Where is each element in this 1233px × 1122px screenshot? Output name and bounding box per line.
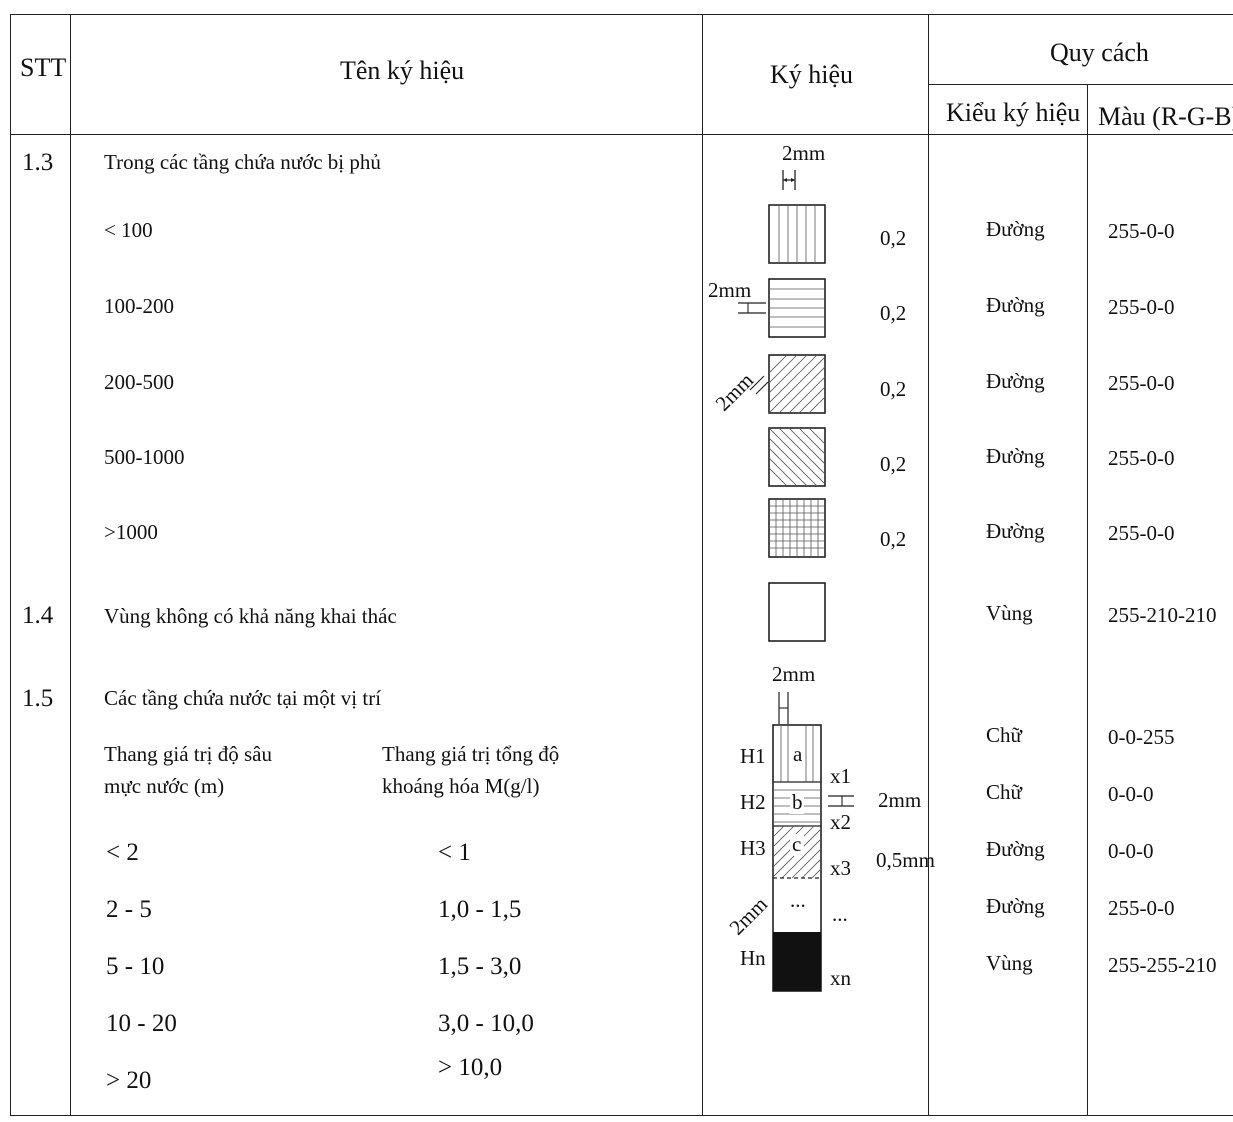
column-cell-c: c bbox=[792, 832, 802, 856]
header-name: Tên ký hiệu bbox=[340, 56, 465, 85]
x-label-1: x1 bbox=[830, 764, 851, 788]
line-width-2: 0,2 bbox=[880, 301, 907, 325]
depth-value-2: 2 - 5 bbox=[106, 896, 152, 923]
depth-scale-header-2: mực nước (m) bbox=[104, 774, 225, 798]
color-row-4: 255-0-0 bbox=[1108, 446, 1175, 470]
line-width-3: 0,2 bbox=[880, 377, 907, 401]
line-width-1: 0,2 bbox=[880, 226, 907, 250]
type-row-5: Đường bbox=[986, 519, 1045, 543]
row-label-200-500: 200-500 bbox=[104, 370, 174, 394]
type-1-5-row-2: Chữ bbox=[986, 780, 1022, 804]
section-1-5-title: Các tầng chứa nước tại một vị trí bbox=[104, 686, 382, 710]
spec-subheader-divider bbox=[928, 84, 1233, 85]
type-row-2: Đường bbox=[986, 293, 1045, 317]
dimension-marker-diagonal-icon bbox=[749, 375, 769, 395]
column-cell-b: b bbox=[792, 790, 803, 814]
color-row-3: 255-0-0 bbox=[1108, 371, 1175, 395]
color-row-1: 255-0-0 bbox=[1108, 219, 1175, 243]
table-bottom-border bbox=[10, 1115, 1233, 1116]
color-1-5-row-2: 0-0-0 bbox=[1108, 782, 1154, 806]
row-label-100-200: 100-200 bbox=[104, 294, 174, 318]
line-width-5: 0,2 bbox=[880, 527, 907, 551]
empty-area-symbol-icon bbox=[768, 582, 826, 642]
dim-label-2mm-top: 2mm bbox=[782, 141, 826, 165]
grid-pattern-icon bbox=[768, 498, 826, 558]
horizontal-lines-pattern-icon bbox=[768, 278, 826, 338]
stt-1-3: 1.3 bbox=[22, 149, 54, 176]
col-type-divider bbox=[1087, 84, 1088, 1115]
depth-value-5: > 20 bbox=[106, 1067, 152, 1094]
color-row-2: 255-0-0 bbox=[1108, 295, 1175, 319]
tds-value-1: < 1 bbox=[438, 839, 471, 866]
h-label-n: Hn bbox=[740, 946, 766, 970]
row-label-gt-1000: >1000 bbox=[104, 520, 158, 544]
stt-1-4: 1.4 bbox=[22, 602, 54, 629]
color-row-5: 255-0-0 bbox=[1108, 521, 1175, 545]
column-cell-dots: ... bbox=[790, 888, 806, 912]
line-width-4: 0,2 bbox=[880, 452, 907, 476]
type-row-1: Đường bbox=[986, 217, 1045, 241]
section-1-4-title: Vùng không có khả năng khai thác bbox=[104, 604, 397, 628]
color-1-5-row-3: 0-0-0 bbox=[1108, 839, 1154, 863]
col-left-border bbox=[10, 14, 11, 1115]
color-1-5-row-4: 255-0-0 bbox=[1108, 896, 1175, 920]
depth-value-1: < 2 bbox=[106, 839, 139, 866]
color-1-5-row-5: 255-255-210 bbox=[1108, 953, 1217, 977]
col-stt-divider bbox=[70, 14, 71, 1115]
row-label-500-1000: 500-1000 bbox=[104, 445, 185, 469]
vertical-lines-pattern-icon bbox=[768, 204, 826, 264]
row-label-lt-100: < 100 bbox=[104, 218, 153, 242]
type-1-5-row-4: Đường bbox=[986, 894, 1045, 918]
x-label-2: x2 bbox=[830, 810, 851, 834]
h-label-3: H3 bbox=[740, 836, 766, 860]
aquifer-column-symbol-icon bbox=[772, 724, 822, 992]
dim-label-0-5mm: 0,5mm bbox=[876, 848, 935, 872]
color-1-4: 255-210-210 bbox=[1108, 603, 1217, 627]
tds-scale-header-2: khoáng hóa M(g/l) bbox=[382, 774, 540, 798]
type-1-5-row-3: Đường bbox=[986, 837, 1045, 861]
depth-scale-header-1: Thang giá trị độ sâu bbox=[104, 742, 272, 766]
dim-label-2mm-line: 2mm bbox=[878, 788, 922, 812]
tds-value-5: > 10,0 bbox=[438, 1054, 503, 1081]
type-1-5-row-5: Vùng bbox=[986, 951, 1033, 975]
dim-label-2mm-side: 2mm bbox=[708, 278, 752, 302]
header-stt: STT bbox=[20, 53, 67, 82]
x-label-dots: ... bbox=[832, 902, 848, 926]
type-1-4: Vùng bbox=[986, 601, 1033, 625]
type-1-5-row-1: Chữ bbox=[986, 723, 1022, 747]
col-symbol-divider bbox=[928, 14, 929, 1115]
dimension-marker-column-icon bbox=[778, 692, 789, 724]
dimension-marker-side-icon bbox=[738, 302, 766, 314]
table-top-border bbox=[10, 14, 1233, 15]
header-symbol: Ký hiệu bbox=[770, 60, 854, 89]
stt-1-5: 1.5 bbox=[22, 685, 54, 712]
x-label-n: xn bbox=[830, 966, 851, 990]
h-label-2: H2 bbox=[740, 790, 766, 814]
color-1-5-row-1: 0-0-255 bbox=[1108, 725, 1175, 749]
header-bottom-border bbox=[10, 134, 1233, 135]
h-label-1: H1 bbox=[740, 744, 766, 768]
diagonal-backward-pattern-icon bbox=[768, 427, 826, 487]
header-spec: Quy cách bbox=[1050, 38, 1149, 67]
dim-label-2mm-column: 2mm bbox=[772, 662, 816, 686]
diagonal-forward-pattern-icon bbox=[768, 354, 826, 414]
header-color: Màu (R-G-B) bbox=[1098, 102, 1233, 131]
section-1-3-title: Trong các tầng chứa nước bị phủ bbox=[104, 150, 381, 174]
depth-value-4: 10 - 20 bbox=[106, 1010, 177, 1037]
thickness-marker-icon bbox=[828, 795, 854, 807]
dimension-marker-icon bbox=[782, 170, 796, 190]
dim-label-2mm-column-diagonal: 2mm bbox=[724, 892, 773, 940]
tds-value-3: 1,5 - 3,0 bbox=[438, 953, 522, 980]
col-name-divider bbox=[702, 14, 703, 1115]
tds-value-2: 1,0 - 1,5 bbox=[438, 896, 522, 923]
x-label-3: x3 bbox=[830, 856, 851, 880]
header-type: Kiểu ký hiệu bbox=[946, 98, 1081, 127]
tds-scale-header-1: Thang giá trị tổng độ bbox=[382, 742, 560, 766]
type-row-3: Đường bbox=[986, 369, 1045, 393]
depth-value-3: 5 - 10 bbox=[106, 953, 165, 980]
tds-value-4: 3,0 - 10,0 bbox=[438, 1010, 534, 1037]
type-row-4: Đường bbox=[986, 444, 1045, 468]
column-cell-a: a bbox=[793, 742, 803, 766]
